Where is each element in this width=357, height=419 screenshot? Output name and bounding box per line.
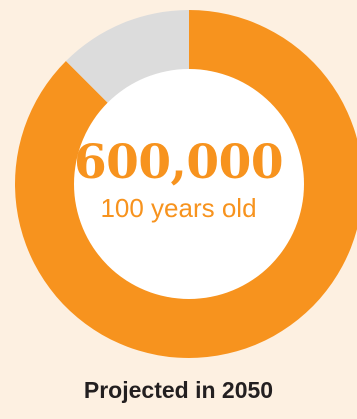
chart-caption: Projected in 2050 (83, 377, 274, 403)
donut-hole (74, 69, 304, 299)
center-label: 100 years old (100, 193, 257, 223)
center-value: 600,000 (73, 135, 284, 190)
